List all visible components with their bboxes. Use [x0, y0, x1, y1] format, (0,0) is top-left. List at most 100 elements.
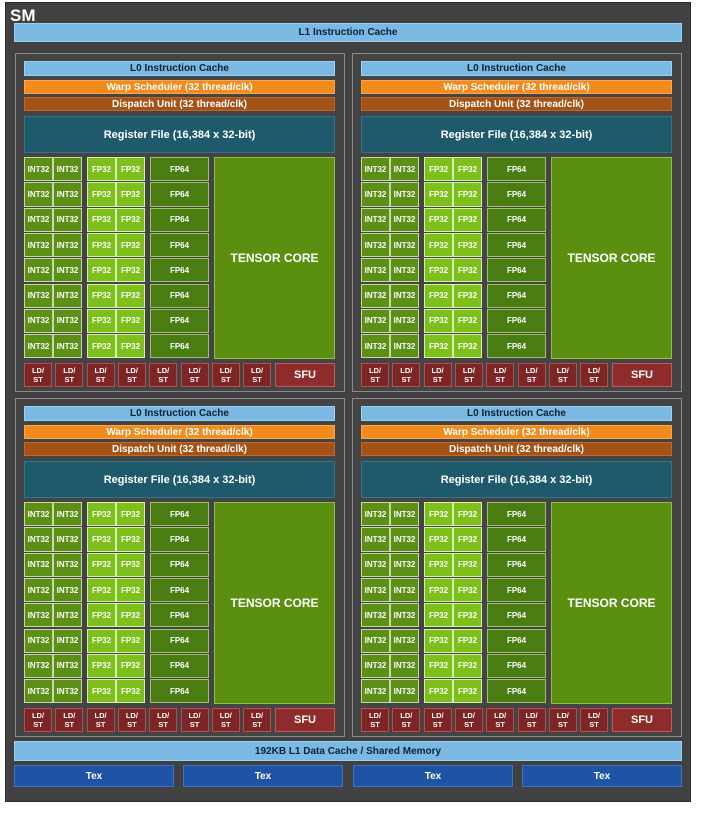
ld-st-label-line1: LD/: [125, 711, 138, 720]
ld-st-label-line1: LD/: [431, 711, 444, 720]
ld-st-unit: LD/ST: [517, 363, 546, 387]
int32-core: INT32: [390, 182, 419, 207]
ld-st-label-line1: LD/: [188, 366, 201, 375]
int32-core: INT32: [390, 308, 419, 334]
ld-st-label-line2: ST: [95, 375, 106, 384]
int32-core: INT32: [24, 232, 53, 258]
fp32-core: FP32: [424, 577, 453, 603]
fp64-core: FP64: [150, 653, 209, 679]
ld-st-label: LD/ST: [400, 711, 412, 729]
int32-core: INT32: [24, 334, 53, 359]
ld-st-label-line2: ST: [221, 375, 231, 384]
int32-core: INT32: [53, 527, 82, 552]
ld-st-label-line1: LD/: [556, 711, 569, 720]
ld-st-label-line2: ST: [464, 375, 474, 384]
fp64-core: FP64: [487, 207, 546, 232]
fp64-core: FP64: [487, 628, 546, 653]
fp32-core: FP32: [424, 232, 453, 258]
int32-core: INT32: [53, 283, 82, 308]
ld-st-unit: LD/ST: [517, 708, 546, 732]
dispatch-unit: Dispatch Unit (32 thread/clk): [361, 442, 672, 456]
int32-core: INT32: [53, 207, 82, 232]
ld-st-label: LD/ST: [188, 366, 200, 384]
int32-core: INT32: [24, 207, 53, 232]
int32-core: INT32: [390, 527, 419, 552]
int32-core: INT32: [53, 679, 82, 704]
fp64-core: FP64: [150, 527, 209, 552]
fp32-core: FP32: [424, 182, 453, 207]
ld-st-label-line1: LD/: [494, 711, 507, 720]
ld-st-label: LD/ST: [525, 366, 537, 384]
ld-st-label-line2: ST: [127, 720, 137, 729]
int32-core: INT32: [390, 628, 419, 653]
fp32-core: FP32: [453, 527, 482, 552]
ld-st-label-line1: LD/: [368, 366, 382, 375]
ld-st-label-line1: LD/: [94, 366, 107, 375]
int32-core: INT32: [24, 502, 53, 527]
sm-partition-2: L0 Instruction Cache Warp Scheduler (32 t…: [352, 53, 682, 392]
fp32-core: FP32: [87, 258, 116, 283]
int32-core: INT32: [53, 334, 82, 359]
ld-st-unit: LD/ST: [149, 708, 178, 732]
ld-st-unit: LD/ST: [24, 708, 52, 732]
dispatch-unit: Dispatch Unit (32 thread/clk): [24, 442, 335, 456]
fp64-core: FP64: [487, 334, 546, 359]
ld-st-label: LD/ST: [63, 366, 75, 384]
fp64-core: FP64: [150, 334, 209, 359]
warp-scheduler: Warp Scheduler (32 thread/clk): [24, 425, 335, 439]
ld-st-label-line2: ST: [64, 375, 75, 384]
fp64-core: FP64: [487, 308, 546, 334]
register-file: Register File (16,384 x 32-bit): [24, 116, 335, 153]
int32-core: INT32: [361, 679, 390, 704]
fp64-core: FP64: [487, 182, 546, 207]
tensor-core: TENSOR CORE: [551, 157, 672, 359]
ld-st-label-line1: LD/: [31, 366, 45, 375]
int32-core: INT32: [24, 527, 53, 552]
ld-st-label-line2: ST: [526, 720, 537, 729]
tex-unit-3: Tex: [353, 765, 513, 787]
int32-core: INT32: [53, 653, 82, 679]
fp32-core: FP32: [453, 334, 482, 359]
tex-unit-1: Tex: [14, 765, 174, 787]
fp32-core: FP32: [87, 502, 116, 527]
fp32-core: FP32: [453, 258, 482, 283]
int32-core: INT32: [361, 603, 390, 628]
fp32-core: FP32: [424, 283, 453, 308]
ld-st-label-line2: ST: [589, 375, 599, 384]
fp32-core: FP32: [116, 258, 145, 283]
fp64-core: FP64: [487, 603, 546, 628]
int32-core: INT32: [24, 552, 53, 577]
l0-instruction-cache: L0 Instruction Cache: [24, 61, 335, 76]
int32-core: INT32: [390, 653, 419, 679]
int32-core: INT32: [24, 283, 53, 308]
ld-st-label-line2: ST: [64, 720, 75, 729]
fp64-core: FP64: [150, 628, 209, 653]
fp32-core: FP32: [453, 653, 482, 679]
ld-st-label-line2: ST: [158, 375, 168, 384]
ld-st-label-line2: ST: [495, 375, 505, 384]
fp32-core: FP32: [87, 283, 116, 308]
ld-st-label: LD/ST: [525, 711, 537, 729]
fp32-core: FP32: [87, 679, 116, 704]
ld-st-label-line2: ST: [589, 720, 599, 729]
fp32-core: FP32: [87, 603, 116, 628]
ld-st-label: LD/ST: [95, 711, 107, 729]
int32-core: INT32: [53, 502, 82, 527]
tex-unit-4: Tex: [522, 765, 682, 787]
int32-core: INT32: [361, 258, 390, 283]
int32-core: INT32: [361, 207, 390, 232]
ld-st-unit: LD/ST: [486, 708, 515, 732]
fp64-core: FP64: [487, 552, 546, 577]
ld-st-label-line1: LD/: [251, 366, 264, 375]
int32-core: INT32: [53, 552, 82, 577]
int32-core: INT32: [390, 157, 419, 182]
ld-st-unit: LD/ST: [180, 708, 209, 732]
ld-st-unit: LD/ST: [423, 363, 452, 387]
fp32-core: FP32: [453, 157, 482, 182]
ld-st-label-line2: ST: [95, 720, 106, 729]
ld-st-label: LD/ST: [369, 711, 381, 729]
fp32-core: FP32: [424, 628, 453, 653]
fp64-core: FP64: [150, 308, 209, 334]
ld-st-unit: LD/ST: [580, 708, 609, 732]
fp32-core: FP32: [87, 628, 116, 653]
